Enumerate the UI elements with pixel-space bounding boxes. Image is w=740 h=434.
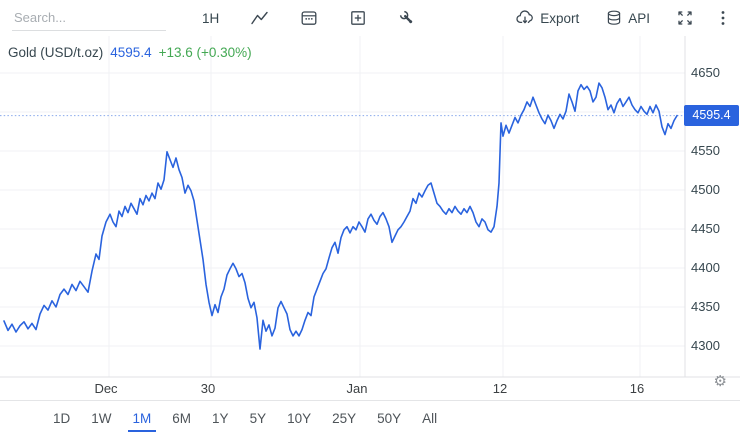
- y-axis-tick: 4650: [691, 65, 720, 80]
- search-box: [12, 5, 166, 31]
- chart-legend: Gold (USD/t.oz) 4595.4 +13.6 (+0.30%): [8, 45, 252, 60]
- price-change-value: +13.6 (+0.30%): [158, 45, 252, 60]
- search-input[interactable]: [12, 5, 166, 31]
- y-axis-tick: 4350: [691, 299, 720, 314]
- wrench-icon: [398, 9, 416, 27]
- range-tab-1y[interactable]: 1Y: [207, 404, 234, 432]
- range-tab-1d[interactable]: 1D: [48, 404, 75, 432]
- x-axis-tick: 16: [629, 381, 645, 396]
- range-tab-10y[interactable]: 10Y: [282, 404, 316, 432]
- range-tab-25y[interactable]: 25Y: [327, 404, 361, 432]
- add-indicator-button[interactable]: [347, 7, 369, 29]
- range-tab-50y[interactable]: 50Y: [372, 404, 406, 432]
- fullscreen-button[interactable]: [674, 7, 696, 29]
- y-axis-tick: 4400: [691, 260, 720, 275]
- last-price-value: 4595.4: [110, 45, 152, 60]
- symbol-label: Gold (USD/t.oz): [8, 45, 104, 60]
- y-axis-tick: 4550: [691, 143, 720, 158]
- range-tab-1m[interactable]: 1M: [127, 404, 157, 432]
- interval-button[interactable]: 1H: [202, 10, 220, 26]
- range-tabs: 1D 1W 1M 6M 1Y 5Y 10Y 25Y 50Y All: [0, 400, 740, 434]
- more-menu-button[interactable]: [718, 7, 728, 29]
- x-axis-tick: Jan: [346, 381, 368, 396]
- chart-tools: 1H: [200, 7, 418, 29]
- export-button[interactable]: Export: [513, 7, 581, 29]
- tools-button[interactable]: [396, 7, 418, 29]
- plus-square-icon: [349, 9, 367, 27]
- export-label: Export: [540, 10, 580, 26]
- x-axis-tick: 12: [492, 381, 508, 396]
- x-axis-tick: Dec: [94, 381, 118, 396]
- y-axis-tick: 4450: [691, 221, 720, 236]
- database-icon: [605, 9, 623, 27]
- api-button[interactable]: API: [603, 7, 652, 29]
- api-label: API: [628, 10, 650, 26]
- expand-icon: [676, 9, 694, 27]
- range-tab-5y[interactable]: 5Y: [245, 404, 272, 432]
- x-axis-tick: 30: [200, 381, 216, 396]
- line-chart-icon: [250, 10, 269, 27]
- price-chart[interactable]: [0, 36, 740, 400]
- calendar-button[interactable]: [298, 7, 320, 29]
- calendar-icon: [300, 9, 318, 27]
- toolbar-right-group: Export API: [513, 7, 728, 29]
- range-tab-all[interactable]: All: [417, 404, 442, 432]
- chart-area: Gold (USD/t.oz) 4595.4 +13.6 (+0.30%) 46…: [0, 36, 740, 400]
- cloud-download-icon: [515, 9, 535, 27]
- y-axis-tick: 4300: [691, 338, 720, 353]
- kebab-menu-icon: [720, 9, 726, 27]
- range-tab-6m[interactable]: 6M: [167, 404, 196, 432]
- price-badge: 4595.4: [684, 105, 739, 127]
- chart-type-button[interactable]: [248, 8, 271, 29]
- top-toolbar: 1H: [0, 0, 740, 36]
- y-axis-tick: 4500: [691, 182, 720, 197]
- gear-icon[interactable]: ⚙: [713, 373, 727, 390]
- range-tab-1w[interactable]: 1W: [86, 404, 116, 432]
